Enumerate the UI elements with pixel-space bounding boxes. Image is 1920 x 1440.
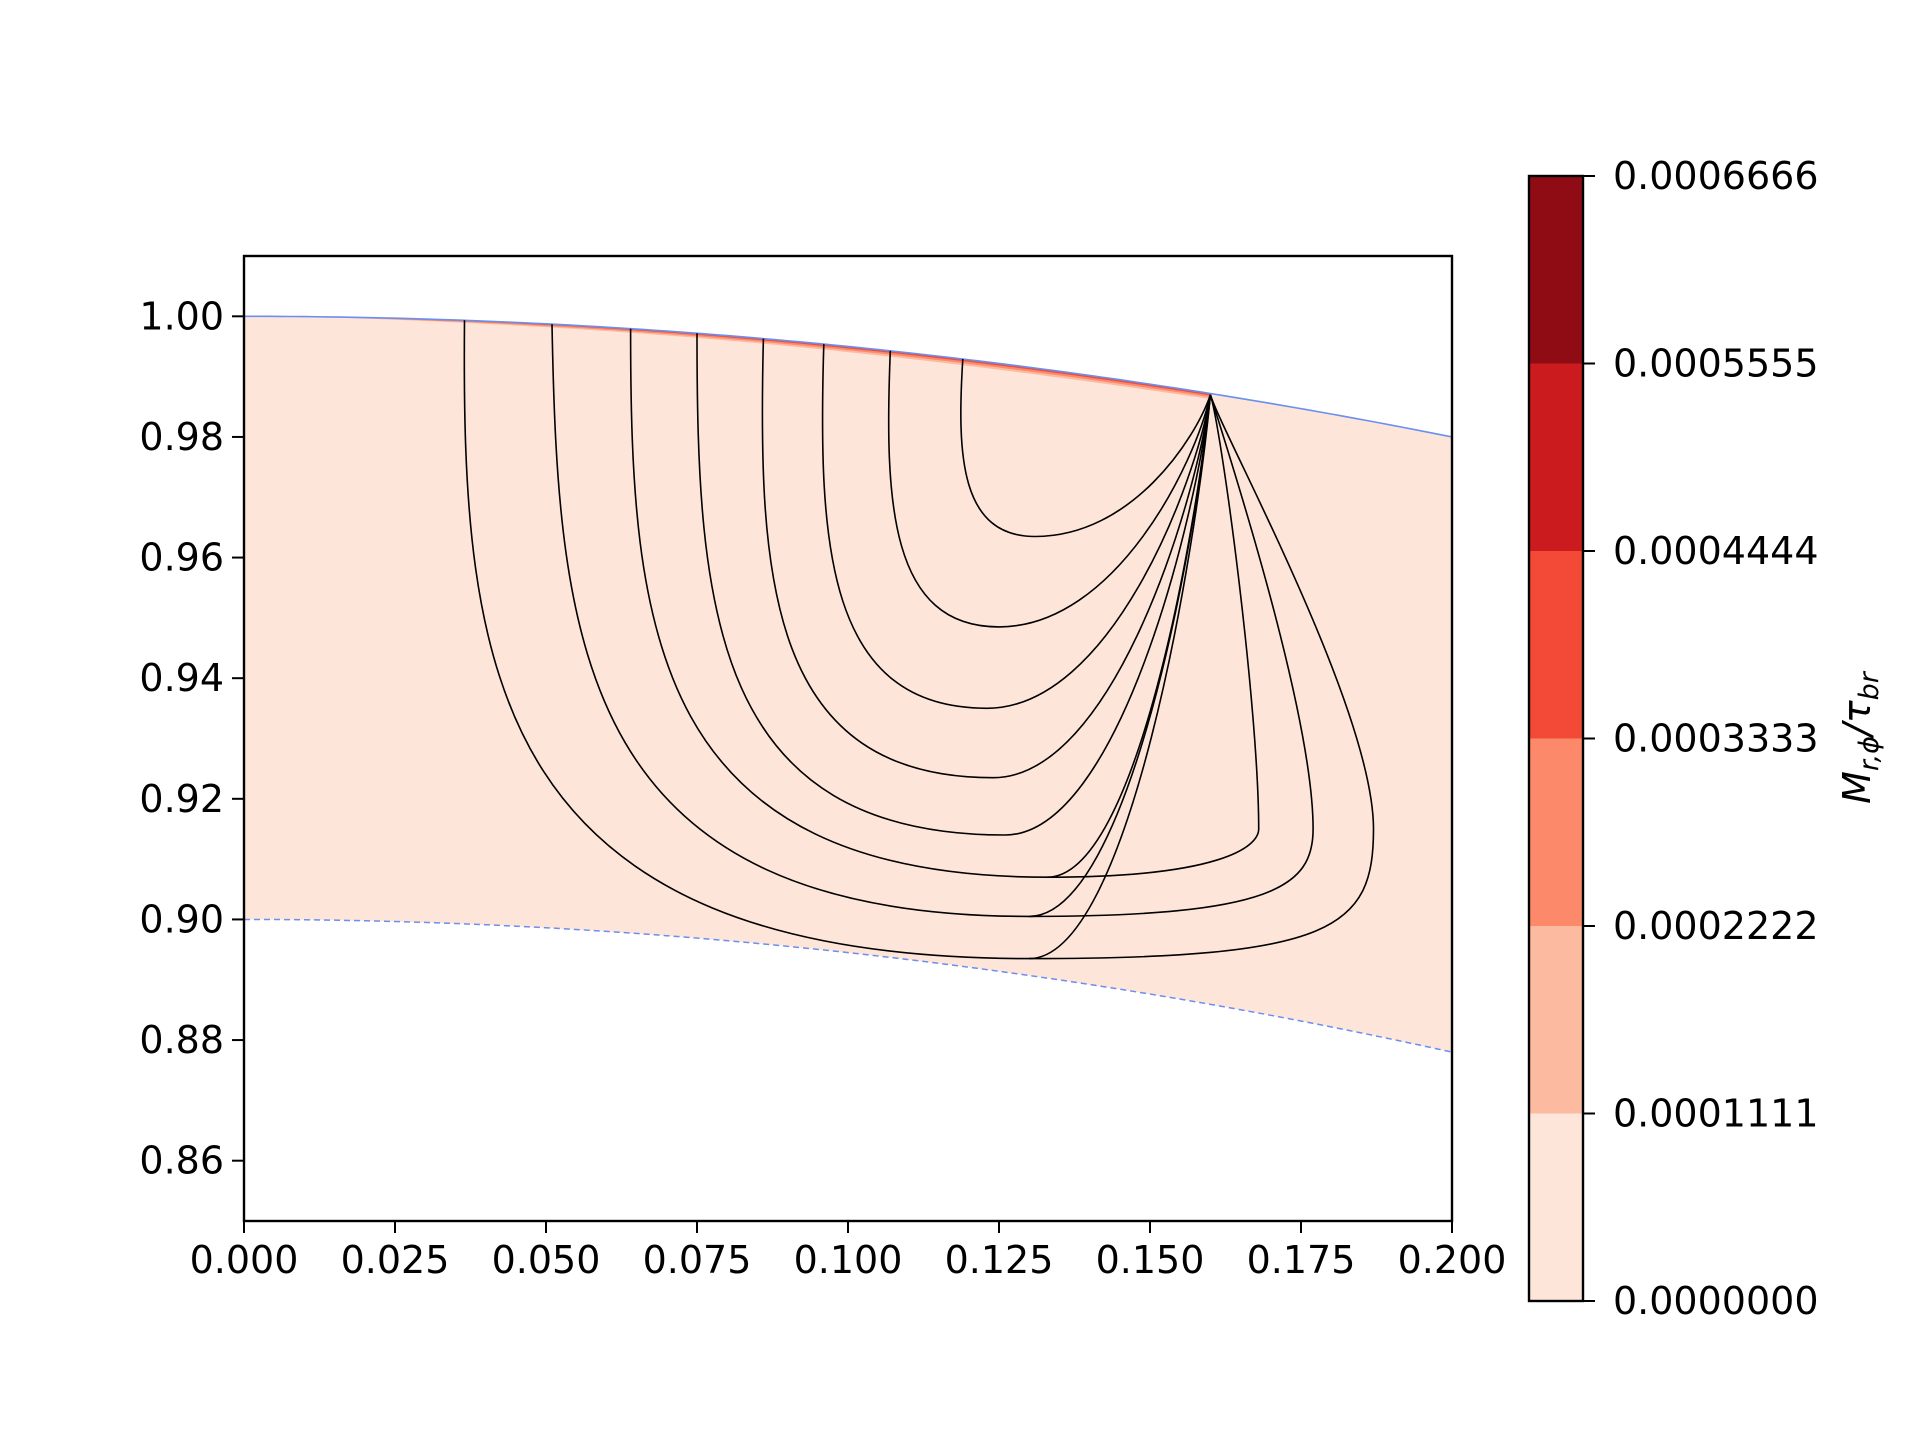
x-tick-label-1: 0.025 <box>341 1238 450 1282</box>
contour-line-1 <box>463 320 1212 960</box>
x-axis: 0.000 0.025 0.050 0.075 0.100 0.125 0.150 0.175… <box>190 1221 1507 1282</box>
x-tick-label-7: 0.175 <box>1247 1238 1356 1282</box>
colorbar-tick-label-1: 0.0001111 <box>1613 1092 1819 1136</box>
contour-line-6 <box>821 344 1212 710</box>
colorbar-band-2 <box>1529 738 1583 926</box>
contour-lines-layer <box>463 320 1375 960</box>
x-tick-label-2: 0.050 <box>492 1238 601 1282</box>
contour-line-3 <box>629 328 1212 879</box>
y-tick-label-7: 1.00 <box>139 294 224 338</box>
y-tick-label-3: 0.92 <box>139 777 224 821</box>
colorbar-ticks: 0.0000000 0.0001111 0.0002222 0.0003333 0.00… <box>1583 154 1819 1323</box>
contour-loop-2 <box>1029 394 1314 918</box>
y-tick-label-0: 0.86 <box>139 1139 224 1183</box>
x-tick-label-3: 0.075 <box>643 1238 752 1282</box>
contour-loop-1 <box>1029 394 1375 960</box>
colorbar-label: Mr,ϕ/τbr <box>1835 670 1885 804</box>
colorbar-tick-label-4: 0.0004444 <box>1613 529 1819 573</box>
colorbar-band-0 <box>1529 1113 1583 1301</box>
y-tick-label-5: 0.96 <box>139 536 224 580</box>
colorbar-bands <box>1529 176 1583 1301</box>
lowest-level-fill <box>244 316 1452 1053</box>
contour-line-8 <box>960 358 1212 538</box>
y-tick-label-1: 0.88 <box>139 1018 224 1062</box>
x-tick-label-8: 0.200 <box>1398 1238 1507 1282</box>
x-tick-label-6: 0.150 <box>1096 1238 1205 1282</box>
x-tick-label-0: 0.000 <box>190 1238 299 1282</box>
lower-boundary-curve <box>244 918 1452 1053</box>
contour-fill-layer <box>244 316 1452 1053</box>
plot-area <box>242 254 1454 1223</box>
colorbar-tick-label-0: 0.0000000 <box>1613 1279 1819 1323</box>
contour-loop-3 <box>1047 394 1260 878</box>
colorbar-tick-label-3: 0.0003333 <box>1613 717 1819 761</box>
contour-line-7 <box>887 350 1212 628</box>
colorbar-band-5 <box>1529 176 1583 364</box>
colorbar: 0.0000000 0.0001111 0.0002222 0.0003333 0.00… <box>1527 154 1885 1323</box>
y-tick-label-6: 0.98 <box>139 415 224 459</box>
boundary-curves-layer <box>244 315 1452 1053</box>
surface-curve <box>244 315 1452 438</box>
colorbar-band-1 <box>1529 926 1583 1114</box>
colorbar-tick-label-5: 0.0005555 <box>1613 342 1819 386</box>
y-axis: 0.86 0.88 0.90 0.92 0.94 0.96 0.98 1.00 <box>139 294 244 1183</box>
contour-line-5 <box>761 338 1212 779</box>
colorbar-tick-label-6: 0.0006666 <box>1613 154 1819 198</box>
x-tick-label-5: 0.125 <box>945 1238 1054 1282</box>
colorbar-band-3 <box>1529 551 1583 739</box>
y-tick-label-4: 0.94 <box>139 656 224 700</box>
contour-line-4 <box>696 333 1212 836</box>
colorbar-band-4 <box>1529 363 1583 551</box>
x-tick-label-4: 0.100 <box>794 1238 903 1282</box>
y-tick-label-2: 0.90 <box>139 897 224 941</box>
colorbar-tick-label-2: 0.0002222 <box>1613 904 1819 948</box>
